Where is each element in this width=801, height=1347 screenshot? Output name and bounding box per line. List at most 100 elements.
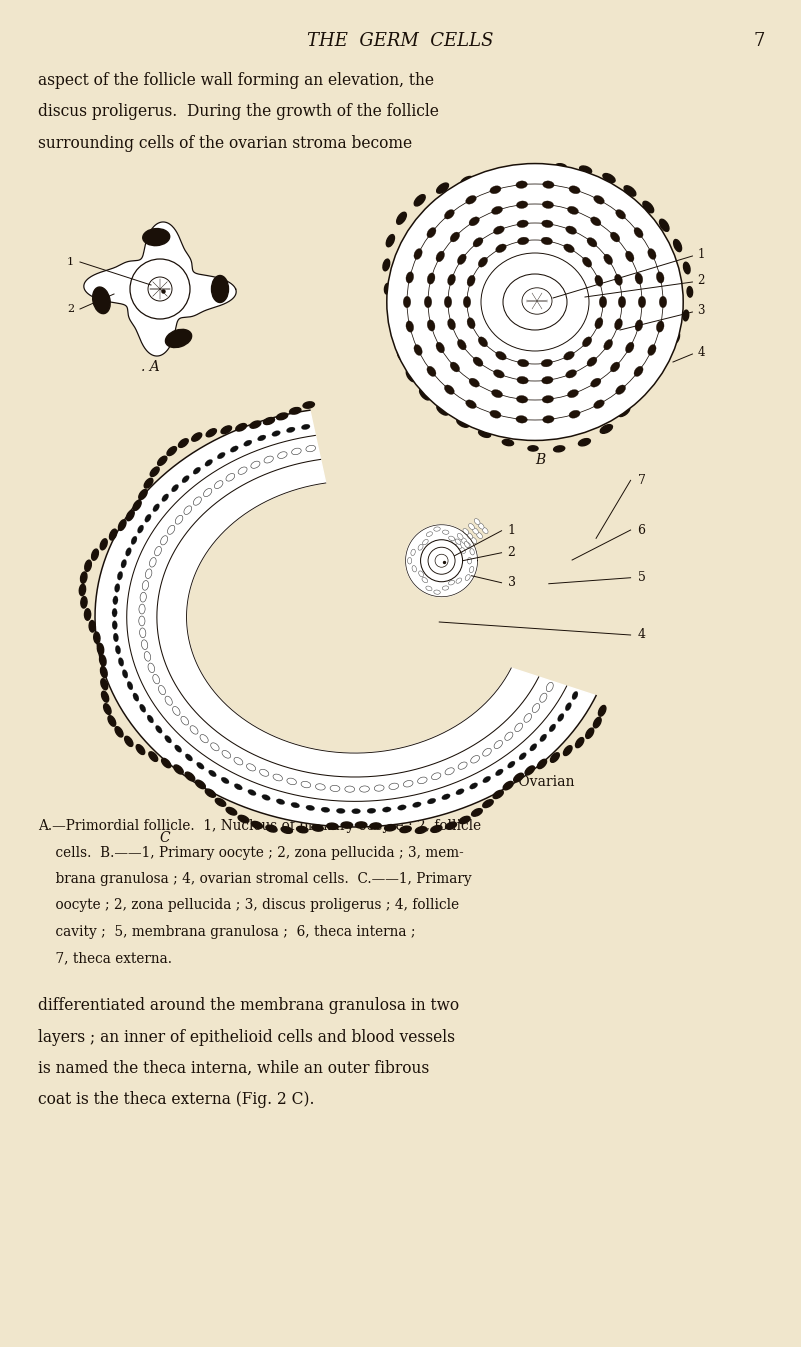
Ellipse shape [494, 741, 502, 749]
Ellipse shape [184, 506, 191, 515]
Ellipse shape [426, 532, 433, 536]
Ellipse shape [112, 621, 117, 629]
Ellipse shape [330, 785, 340, 792]
Ellipse shape [517, 376, 529, 384]
Text: brana granulosa ; 4, ovarian stromal cells.  C.——1, Primary: brana granulosa ; 4, ovarian stromal cel… [38, 872, 472, 886]
Ellipse shape [467, 240, 603, 364]
Ellipse shape [327, 823, 338, 830]
Ellipse shape [457, 419, 469, 427]
Ellipse shape [296, 826, 308, 832]
Ellipse shape [115, 726, 123, 737]
Ellipse shape [618, 296, 626, 307]
Ellipse shape [528, 446, 538, 451]
Ellipse shape [567, 206, 578, 214]
Ellipse shape [435, 554, 441, 559]
Ellipse shape [352, 808, 360, 814]
Ellipse shape [473, 357, 483, 366]
Ellipse shape [505, 731, 513, 741]
Ellipse shape [590, 217, 601, 226]
Ellipse shape [264, 457, 273, 463]
Ellipse shape [215, 799, 226, 807]
Ellipse shape [503, 781, 513, 789]
Ellipse shape [624, 186, 636, 197]
Ellipse shape [467, 533, 473, 539]
Ellipse shape [445, 552, 450, 559]
Ellipse shape [578, 439, 590, 446]
Text: aspect of the follicle wall forming an elevation, the: aspect of the follicle wall forming an e… [38, 71, 434, 89]
Ellipse shape [508, 761, 515, 768]
Ellipse shape [139, 704, 146, 713]
Ellipse shape [238, 467, 247, 474]
Ellipse shape [569, 411, 580, 418]
Ellipse shape [493, 791, 503, 799]
Ellipse shape [101, 679, 107, 690]
Ellipse shape [388, 306, 393, 317]
Ellipse shape [635, 273, 642, 284]
Ellipse shape [541, 220, 553, 228]
Ellipse shape [196, 762, 204, 769]
Ellipse shape [79, 585, 86, 595]
Ellipse shape [139, 616, 145, 626]
Ellipse shape [306, 806, 315, 811]
Ellipse shape [517, 220, 529, 228]
Ellipse shape [478, 257, 488, 267]
Ellipse shape [490, 411, 501, 418]
Ellipse shape [250, 422, 261, 428]
Ellipse shape [427, 799, 436, 804]
Ellipse shape [278, 451, 287, 458]
Ellipse shape [472, 808, 482, 816]
Ellipse shape [449, 536, 455, 541]
Ellipse shape [290, 408, 301, 414]
Ellipse shape [483, 776, 491, 783]
Ellipse shape [555, 164, 566, 170]
Ellipse shape [167, 525, 175, 535]
Ellipse shape [262, 795, 270, 800]
Text: Follicle.: Follicle. [372, 803, 428, 818]
Ellipse shape [162, 494, 169, 501]
Ellipse shape [151, 467, 159, 477]
Ellipse shape [400, 826, 411, 832]
Ellipse shape [471, 756, 480, 762]
Ellipse shape [108, 715, 115, 726]
Ellipse shape [656, 321, 664, 333]
Ellipse shape [610, 362, 620, 372]
Ellipse shape [496, 769, 503, 776]
Ellipse shape [174, 765, 183, 775]
Ellipse shape [471, 537, 477, 543]
Ellipse shape [638, 296, 646, 307]
Ellipse shape [147, 715, 154, 723]
Text: 4: 4 [638, 629, 646, 641]
Ellipse shape [540, 734, 546, 742]
Ellipse shape [193, 467, 200, 474]
Ellipse shape [586, 729, 594, 738]
Ellipse shape [226, 807, 237, 815]
Polygon shape [95, 411, 596, 827]
Text: cavity ;  5, membrana granulosa ;  6, theca interna ;: cavity ; 5, membrana granulosa ; 6, thec… [38, 925, 416, 939]
Ellipse shape [442, 586, 449, 590]
Ellipse shape [445, 822, 457, 830]
Ellipse shape [133, 692, 139, 702]
Text: 6: 6 [638, 524, 646, 536]
Ellipse shape [448, 275, 456, 286]
Ellipse shape [191, 432, 202, 442]
Ellipse shape [582, 337, 592, 348]
Ellipse shape [614, 319, 622, 330]
Ellipse shape [634, 366, 643, 377]
Ellipse shape [403, 296, 411, 307]
Text: 2: 2 [698, 275, 705, 287]
Ellipse shape [470, 548, 474, 555]
Ellipse shape [465, 541, 469, 547]
Text: C: C [159, 831, 171, 845]
Ellipse shape [115, 645, 121, 655]
Ellipse shape [448, 224, 622, 381]
Ellipse shape [427, 273, 435, 284]
Ellipse shape [143, 581, 149, 590]
Ellipse shape [508, 168, 519, 175]
Ellipse shape [524, 714, 532, 722]
Text: 2: 2 [508, 547, 515, 559]
Ellipse shape [211, 276, 228, 303]
Ellipse shape [226, 474, 235, 481]
Ellipse shape [425, 296, 432, 307]
Ellipse shape [590, 379, 601, 387]
Ellipse shape [525, 766, 534, 775]
